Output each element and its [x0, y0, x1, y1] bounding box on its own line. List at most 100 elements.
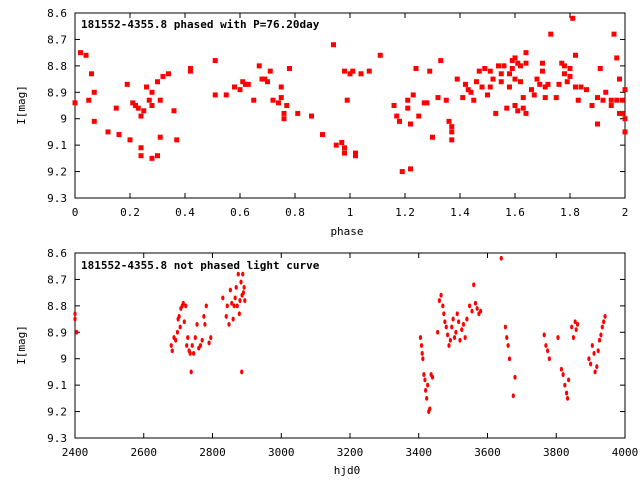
- bottom-data-point: [447, 343, 451, 348]
- bottom-data-point: [234, 284, 238, 290]
- top-data-point: [619, 97, 625, 103]
- bottom-data-point: [184, 303, 188, 309]
- top-data-point: [243, 81, 248, 87]
- bottom-data-point: [460, 327, 464, 333]
- bottom-data-point: [73, 316, 77, 322]
- top-y-tick-label: 8.7: [47, 33, 67, 46]
- bottom-data-point: [446, 332, 450, 338]
- bottom-data-point: [603, 314, 607, 319]
- top-y-tick-label: 9: [60, 113, 67, 126]
- bottom-data-point: [419, 343, 424, 348]
- top-data-point: [520, 95, 526, 101]
- top-plot-frame: [74, 12, 626, 199]
- top-data-point: [278, 95, 284, 101]
- top-data-point: [262, 76, 268, 82]
- bottom-data-point: [243, 298, 247, 303]
- top-y-tick-label: 9.3: [47, 192, 67, 205]
- bottom-data-point: [430, 374, 435, 380]
- bottom-data-point: [567, 377, 571, 383]
- top-data-point: [333, 142, 339, 148]
- bottom-data-point: [424, 388, 428, 393]
- top-data-point: [91, 118, 97, 124]
- top-data-point: [622, 129, 628, 135]
- top-data-point: [529, 87, 534, 93]
- top-data-point: [138, 113, 144, 119]
- bottom-data-point: [570, 324, 574, 330]
- top-y-tick-label: 9.1: [47, 139, 67, 152]
- top-data-point: [449, 129, 455, 135]
- phased-light-curve-panel: 181552-4355.8 phased with P=76.20day pha…: [15, 7, 628, 238]
- bottom-data-point: [468, 303, 472, 309]
- bottom-data-point: [589, 361, 593, 367]
- top-data-point: [366, 68, 372, 74]
- top-data-point: [171, 108, 177, 114]
- top-data-point: [394, 113, 400, 119]
- top-data-point: [540, 68, 545, 74]
- bottom-data-point: [227, 321, 231, 327]
- top-data-point: [435, 95, 441, 101]
- top-data-point: [584, 87, 589, 93]
- top-data-point: [223, 92, 229, 98]
- top-data-point: [520, 105, 526, 111]
- top-data-point: [575, 97, 581, 103]
- top-data-point: [149, 155, 155, 161]
- top-data-point: [421, 100, 427, 106]
- top-data-point: [281, 116, 287, 122]
- top-data-point: [116, 132, 122, 138]
- top-data-point: [608, 97, 614, 103]
- top-data-point: [570, 15, 576, 21]
- top-data-point: [509, 66, 515, 71]
- top-data-point: [135, 105, 141, 111]
- top-data-points: [72, 15, 628, 175]
- top-data-point: [501, 63, 507, 69]
- bottom-ticks: 2400 2600 2800 3000 3200 3400 3600 3800 4000 8.6 8…: [47, 247, 638, 459]
- top-data-point: [342, 145, 347, 151]
- top-data-point: [559, 60, 565, 66]
- top-data-point: [573, 84, 578, 90]
- top-data-point: [603, 89, 609, 95]
- bottom-data-point: [479, 308, 483, 314]
- top-data-point: [89, 71, 94, 77]
- bottom-data-point: [513, 374, 517, 380]
- top-data-point: [405, 105, 411, 111]
- bottom-x-tick-label: 3200: [337, 446, 364, 459]
- bottom-data-point: [175, 329, 180, 335]
- top-data-point: [399, 169, 405, 175]
- top-data-point: [83, 52, 89, 58]
- top-data-point: [512, 76, 518, 82]
- top-data-point: [523, 60, 529, 66]
- bottom-data-point: [597, 337, 602, 343]
- top-data-point: [468, 89, 474, 95]
- top-data-point: [350, 68, 356, 74]
- top-data-point: [578, 84, 584, 90]
- bottom-data-point: [503, 324, 507, 330]
- top-data-point: [259, 76, 265, 82]
- top-data-point: [449, 137, 455, 143]
- top-data-point: [553, 95, 559, 101]
- top-x-axis-label: phase: [330, 225, 363, 238]
- bottom-data-point: [228, 287, 232, 293]
- bottom-data-point: [542, 332, 546, 338]
- top-y-tick-label: 8.6: [47, 7, 67, 20]
- top-y-tick-label: 8.8: [47, 60, 67, 73]
- top-data-point: [265, 79, 270, 85]
- top-data-point: [531, 92, 537, 98]
- bottom-data-point: [593, 369, 597, 375]
- top-data-point: [540, 60, 545, 66]
- top-data-point: [347, 71, 353, 77]
- bottom-data-point: [195, 321, 199, 327]
- bottom-data-point: [511, 393, 515, 399]
- top-data-point: [476, 68, 482, 74]
- top-data-point: [408, 166, 413, 172]
- bottom-data-point: [178, 324, 182, 330]
- top-data-point: [320, 132, 325, 138]
- top-x-tick-label: 1.8: [560, 206, 580, 219]
- top-data-point: [512, 55, 518, 61]
- bottom-data-point: [174, 337, 178, 343]
- bottom-data-point: [182, 319, 186, 325]
- bottom-y-tick-label: 8.7: [47, 273, 67, 286]
- top-data-point: [548, 31, 554, 37]
- top-data-point: [465, 87, 471, 93]
- bottom-y-tick-label: 8.8: [47, 300, 67, 313]
- top-data-point: [507, 84, 512, 90]
